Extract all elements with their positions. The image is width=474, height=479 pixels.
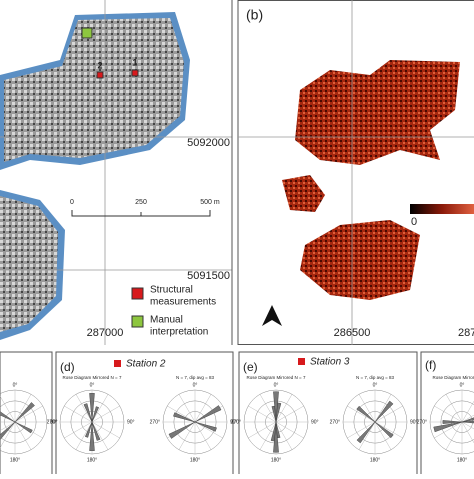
rose-axis-label: 270°: [150, 419, 160, 425]
rose-petal: [91, 406, 100, 423]
rose-caption: N = 7, dip avg = 83: [356, 375, 395, 380]
panel-border: [238, 351, 418, 479]
rose-axis-label: 180°: [457, 457, 467, 463]
rose-axis-label: 180°: [10, 457, 20, 463]
station-label: 1: [132, 57, 137, 67]
rose-axis-label: 270°: [231, 419, 241, 425]
scale-label: 0: [70, 199, 74, 206]
station-swatch: [298, 358, 305, 365]
station-swatch: [114, 360, 121, 367]
station-marker: [96, 71, 104, 79]
manual-marker: [81, 27, 93, 39]
panel-border: [0, 351, 53, 479]
rose-axis-label: 180°: [271, 457, 281, 463]
rose-axis-label: 180°: [190, 457, 200, 463]
scale-label: 500 m: [200, 199, 220, 206]
rose-axis-label: 270°: [417, 419, 427, 425]
legend-swatch: [131, 315, 144, 328]
heat-area: [295, 60, 460, 165]
rose-petal: [461, 417, 474, 423]
easting-label: 287: [458, 327, 474, 339]
station-marker: [131, 69, 139, 77]
rose-petal: [461, 420, 474, 424]
scale-label: 250: [135, 199, 147, 206]
legend-text: Structural: [150, 285, 193, 296]
rose-petal: [89, 393, 95, 423]
panel-a: 5092000 5091500 287000 0 250 500 m 2 1 S…: [0, 0, 233, 345]
rose-petal: [14, 402, 35, 423]
legend-text: measurements: [150, 297, 216, 308]
rose-petal: [173, 412, 196, 423]
rose-petal: [194, 421, 217, 432]
rose-petal: [442, 420, 463, 424]
rose-petal: [84, 421, 93, 438]
rose-petal: [271, 405, 277, 423]
map-area: [4, 18, 184, 162]
scale-bar: [71, 210, 211, 217]
panel-border: [420, 351, 474, 479]
panel-b: (b) 0 286500 287: [237, 0, 474, 345]
panel-border: [55, 351, 234, 479]
rose-petal: [356, 405, 376, 423]
panel-label: (b): [246, 7, 263, 23]
rose-caption: Rose Diagram Mirrored N = 7: [247, 375, 306, 380]
rose-petal: [0, 421, 16, 441]
rose-axis-label: 0°: [90, 382, 95, 388]
panel-border: [237, 0, 474, 345]
rose-axis-label: 0°: [460, 382, 465, 388]
rose-caption: Rose Diagram Mirrored N = 7: [433, 375, 474, 380]
rose-petal: [14, 421, 33, 434]
rose-petal: [275, 402, 282, 423]
rose-petal: [433, 421, 463, 433]
rose-petal: [356, 421, 376, 444]
heat-area: [300, 220, 420, 300]
rose-axis-label: 90°: [230, 419, 238, 425]
bottom-row: (d) Station 2 (e) Station 3 (f): [0, 351, 474, 479]
rose-petal: [89, 421, 95, 451]
northing-label: 5091500: [187, 270, 230, 282]
station-title: Station 3: [310, 357, 350, 368]
legend-text: Manual: [150, 315, 183, 326]
map-area: [0, 196, 58, 332]
legend-text: interpretation: [150, 327, 208, 338]
north-arrow: [262, 305, 282, 326]
rose-axis-label: 270°: [47, 419, 57, 425]
rose-petal: [91, 421, 101, 441]
rose-petal: [0, 411, 16, 423]
rose-axis-label: 0°: [274, 382, 279, 388]
northing-label: 5092000: [187, 137, 230, 149]
rose-axis-label: 270°: [330, 419, 340, 425]
rose-axis-label: 90°: [311, 419, 319, 425]
rose-axis-label: 0°: [373, 382, 378, 388]
rose-axis-label: 0°: [13, 382, 18, 388]
station-title: Station 2: [126, 359, 166, 370]
panel-label: (d): [60, 360, 75, 374]
rose-caption: Rose Diagram Mirrored N = 7: [63, 375, 122, 380]
panel-label: (f): [425, 358, 436, 372]
colorbar: [410, 204, 474, 214]
colorbar-label: 0: [411, 216, 417, 228]
rose-axis-label: 0°: [193, 382, 198, 388]
rose-caption: N = 7, dip avg = 83: [176, 375, 215, 380]
rose-axis-label: 90°: [50, 419, 58, 425]
easting-label: 286500: [334, 327, 371, 339]
rose-axis-label: 90°: [410, 419, 418, 425]
easting-label: 287000: [87, 327, 124, 339]
rose-petal: [83, 403, 93, 423]
rose-axis-label: 180°: [370, 457, 380, 463]
rose-petal: [194, 405, 222, 423]
rose-petal: [275, 421, 281, 439]
panel-label: (e): [243, 360, 258, 374]
rose-petal: [374, 421, 394, 439]
rose-petal: [374, 400, 394, 423]
rose-petal: [270, 421, 277, 442]
rose-axis-label: 90°: [127, 419, 135, 425]
heat-area: [282, 175, 325, 212]
legend-swatch: [131, 287, 144, 300]
rose-petal: [168, 421, 196, 439]
rose-axis-label: 180°: [87, 457, 97, 463]
station-label: 2: [97, 60, 102, 70]
